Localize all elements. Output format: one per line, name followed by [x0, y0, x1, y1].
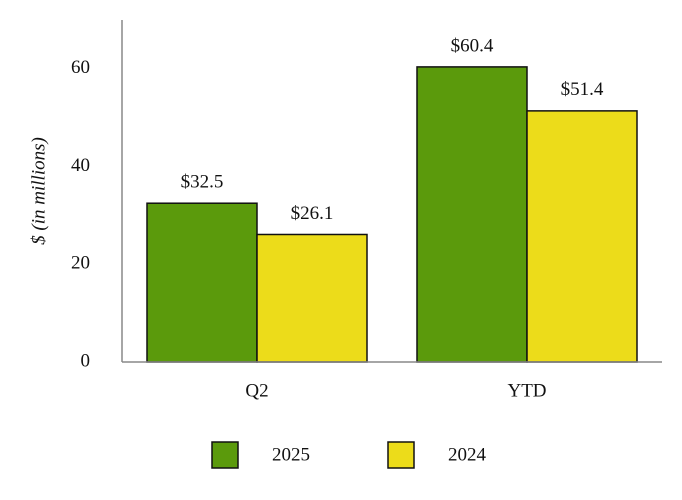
y-tick-label: 60: [71, 57, 90, 78]
legend-swatch: [211, 441, 239, 469]
bar: [416, 66, 528, 363]
value-label: $51.4: [561, 79, 604, 100]
legend-swatch: [387, 441, 415, 469]
y-tick-label: 20: [71, 253, 90, 274]
y-tick-label: 40: [71, 155, 90, 176]
legend-label: 2025: [272, 444, 310, 465]
bar: [526, 110, 638, 363]
value-label: $32.5: [181, 172, 224, 193]
y-tick-label: 0: [81, 350, 91, 371]
value-label: $60.4: [451, 35, 494, 56]
value-label: $26.1: [291, 203, 334, 224]
legend-label: 2024: [448, 444, 487, 465]
x-tick-label: YTD: [507, 380, 546, 401]
y-axis-label: $ (in millions): [28, 137, 49, 245]
bar: [256, 233, 368, 363]
bar: [146, 202, 258, 363]
x-tick-label: Q2: [245, 380, 268, 401]
